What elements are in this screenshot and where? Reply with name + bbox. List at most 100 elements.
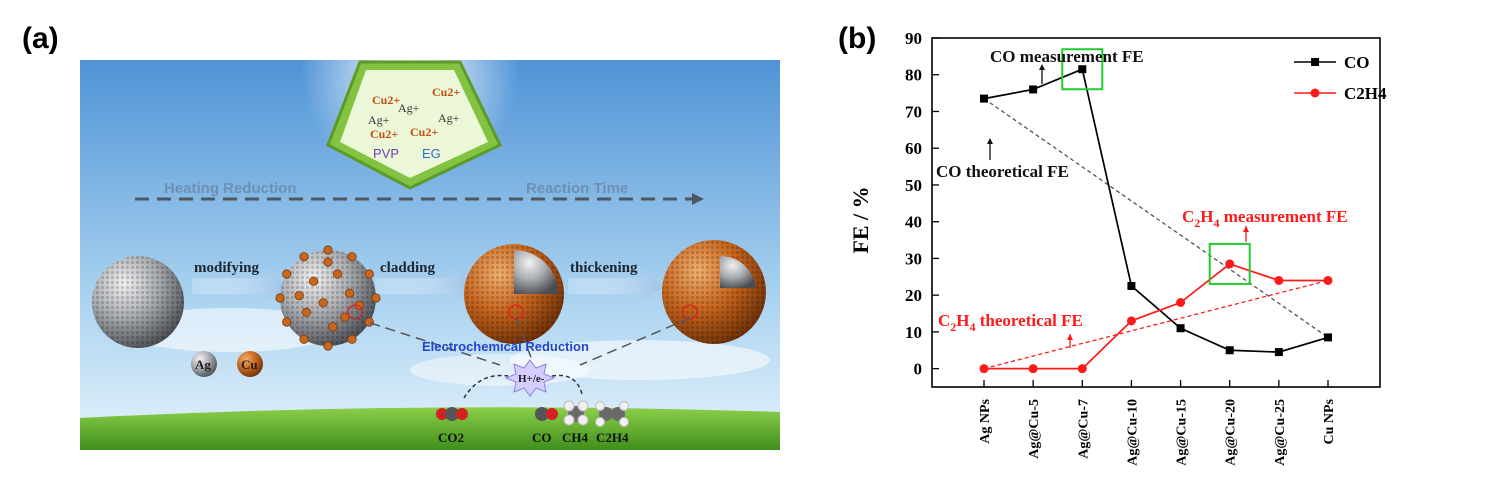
eg-label: EG bbox=[422, 146, 441, 161]
x-tick-label: Ag NPs bbox=[978, 398, 993, 443]
cu-atom bbox=[282, 269, 292, 279]
annotation-arrow-head bbox=[987, 138, 993, 144]
data-point bbox=[1176, 324, 1185, 333]
highlight-boxes bbox=[1061, 48, 1251, 285]
series-line bbox=[984, 262, 1328, 370]
theoretical-lines bbox=[983, 98, 1329, 370]
cu-atom bbox=[301, 307, 311, 317]
chart-legend: CO C2H4 bbox=[1294, 53, 1387, 103]
c2h4-measurement-label: C2H4 measurement FE bbox=[1182, 207, 1348, 230]
y-tick-label: 50 bbox=[905, 176, 922, 195]
data-point bbox=[1274, 348, 1283, 357]
ch4-molecule bbox=[563, 400, 589, 426]
reference-line bbox=[983, 279, 1329, 370]
step-label: cladding bbox=[380, 260, 436, 276]
x-tick-label: Ag@Cu-10 bbox=[1125, 399, 1140, 466]
co2-molecule bbox=[436, 407, 468, 421]
data-point bbox=[980, 94, 988, 103]
c2h4-label: C2H4 bbox=[596, 430, 629, 445]
cu-atom bbox=[328, 322, 338, 332]
x-tick-label: Ag@Cu-20 bbox=[1224, 399, 1239, 466]
cu-atom bbox=[318, 298, 328, 308]
cu-atom bbox=[340, 312, 350, 322]
y-tick-label: 90 bbox=[905, 29, 922, 48]
data-series bbox=[979, 65, 1333, 374]
x-tick-label: Ag@Cu-25 bbox=[1273, 399, 1288, 466]
y-tick-label: 30 bbox=[905, 249, 922, 268]
cu-atom bbox=[299, 252, 309, 262]
data-point bbox=[1028, 364, 1038, 374]
y-tick-label: 20 bbox=[905, 286, 922, 305]
cu-atom bbox=[323, 245, 333, 255]
element-legend: Ag Cu bbox=[191, 351, 263, 377]
pvp-label: PVP bbox=[373, 146, 399, 161]
connector-line bbox=[579, 317, 691, 366]
data-point bbox=[1077, 364, 1087, 374]
co-label: CO bbox=[532, 430, 552, 445]
x-tick-label: Ag@Cu-15 bbox=[1175, 399, 1190, 466]
ag-nanoparticle bbox=[92, 256, 184, 348]
data-point bbox=[1274, 275, 1284, 285]
ion-label: Ag+ bbox=[368, 113, 390, 127]
cu-atom bbox=[344, 288, 355, 298]
cu-atom bbox=[364, 269, 374, 279]
fe-line-chart: 0 10 20 30 40 50 60 70 80 90 Ag NPs Ag@Cu-5 Ag@Cu-7 A… bbox=[848, 29, 1387, 466]
cu-modified-particle bbox=[275, 245, 381, 351]
thick-shell-particle bbox=[662, 240, 766, 344]
reaction-time-label: Reaction Time bbox=[526, 180, 628, 197]
y-tick-label: 70 bbox=[905, 102, 922, 121]
cu-atom bbox=[347, 334, 357, 344]
x-tick-label: Cu NPs bbox=[1322, 398, 1337, 444]
reaction-vessel: Cu2+ Cu2+ Ag+ Ag+ Ag+ Cu2+ Cu2+ PVP EG bbox=[326, 60, 503, 190]
y-tick-label: 0 bbox=[914, 360, 923, 379]
data-point bbox=[1225, 259, 1235, 269]
panel-label-a: (a) bbox=[22, 22, 59, 55]
cu-atom bbox=[347, 252, 357, 262]
highlight-box bbox=[1061, 48, 1104, 91]
data-point bbox=[1176, 298, 1186, 308]
legend-c2h4-label: C2H4 bbox=[1344, 84, 1387, 103]
connector-line bbox=[515, 317, 533, 361]
c2h4-theoretical-label: C2H4 theoretical FE bbox=[938, 311, 1083, 334]
legend-c2h4-marker bbox=[1310, 88, 1320, 98]
heating-reduction-label: Heating Reduction bbox=[164, 180, 297, 197]
arrow-head bbox=[692, 193, 704, 205]
y-tick-label: 80 bbox=[905, 66, 922, 85]
data-point bbox=[979, 364, 989, 374]
grass bbox=[80, 407, 780, 450]
legend-co-marker bbox=[1311, 58, 1319, 66]
legend-co-label: CO bbox=[1344, 53, 1370, 72]
step-arrow bbox=[192, 270, 286, 302]
synthesis-illustration: Cu2+ Cu2+ Ag+ Ag+ Ag+ Cu2+ Cu2+ PVP EG H… bbox=[80, 60, 780, 450]
cu-atom bbox=[275, 293, 285, 303]
cloud bbox=[510, 340, 770, 380]
data-point bbox=[1225, 346, 1234, 355]
data-point bbox=[1127, 281, 1136, 290]
panel-label-b: (b) bbox=[838, 22, 877, 55]
connector-line bbox=[354, 317, 501, 366]
co-theoretical-label: CO theoretical FE bbox=[936, 162, 1069, 181]
reaction-arrow bbox=[551, 374, 583, 395]
data-point bbox=[1323, 275, 1333, 285]
proton-label: H+/e- bbox=[518, 373, 545, 385]
y-tick-label: 10 bbox=[905, 323, 922, 342]
c2h4-molecule bbox=[595, 401, 629, 427]
co-measurement-label: CO measurement FE bbox=[990, 47, 1144, 66]
y-axis-label: FE / % bbox=[848, 186, 873, 253]
data-point bbox=[1078, 65, 1087, 74]
cu-atom bbox=[323, 341, 333, 351]
step-arrow bbox=[375, 270, 471, 302]
y-tick-label: 40 bbox=[905, 213, 922, 232]
legend-ag-label: Ag bbox=[195, 357, 211, 372]
co-molecule bbox=[535, 407, 558, 421]
series-line bbox=[983, 68, 1329, 353]
step-arrow bbox=[568, 270, 662, 302]
y-tick-label: 60 bbox=[905, 139, 922, 158]
step-label: thickening bbox=[570, 260, 638, 276]
ion-label: Ag+ bbox=[438, 111, 460, 125]
ion-label: Cu2+ bbox=[372, 93, 400, 107]
cu-atom bbox=[309, 276, 319, 286]
annotation-arrow-head bbox=[1067, 334, 1073, 340]
data-point bbox=[1029, 85, 1038, 94]
core-shell-particle bbox=[464, 244, 564, 344]
